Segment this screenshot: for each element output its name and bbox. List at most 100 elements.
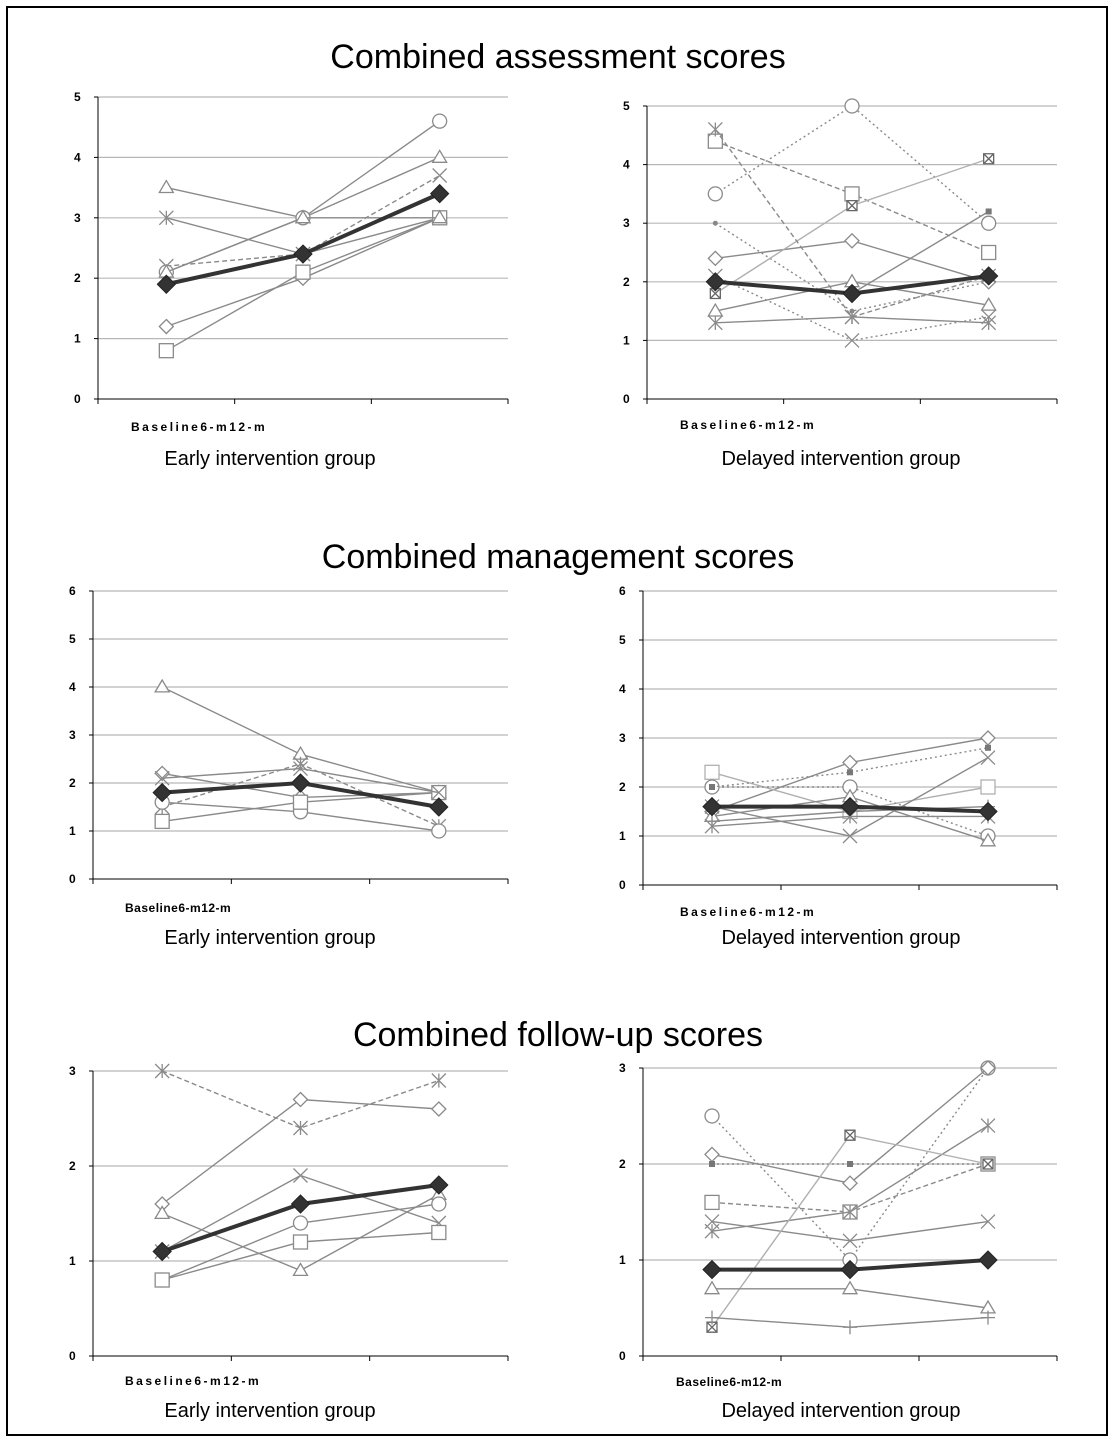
triangle-marker: [841, 1280, 859, 1295]
mean-diamond-marker: [290, 1194, 311, 1214]
y-tick-label: 3: [69, 728, 76, 742]
square-marker: [158, 343, 174, 359]
y-tick-label: 2: [623, 275, 630, 289]
boxed-x-marker: [706, 1321, 718, 1333]
star-marker: [158, 210, 174, 226]
square-marker: [154, 1272, 170, 1288]
boxed-x-marker: [709, 287, 721, 300]
star-marker: [707, 121, 723, 137]
star-marker: [980, 1118, 996, 1134]
mean-diamond-marker: [429, 797, 449, 817]
section-title-assessment: Combined assessment scores: [330, 38, 786, 76]
square-marker: [292, 794, 309, 810]
mean-diamond-marker: [429, 1175, 449, 1195]
square-marker: [704, 764, 720, 780]
small-square-marker: [709, 784, 715, 790]
diamond-marker: [704, 1146, 720, 1163]
y-tick-label: 0: [619, 878, 626, 892]
y-tick-label: 3: [69, 1064, 76, 1078]
mean-diamond-marker: [840, 796, 860, 817]
y-tick-label: 4: [74, 150, 81, 164]
diamond-marker: [844, 232, 860, 249]
triangle-marker: [158, 179, 175, 194]
category-label: Baseline6-m12-m: [676, 1375, 783, 1389]
triangle-marker: [154, 1205, 171, 1220]
cross-marker: [980, 750, 996, 766]
y-tick-label: 4: [619, 682, 626, 696]
triangle-marker: [979, 832, 997, 847]
cross-marker: [981, 309, 997, 325]
y-tick-label: 3: [619, 731, 626, 745]
section-title-management: Combined management scores: [321, 538, 795, 576]
cross-marker: [980, 1214, 996, 1230]
small-square-marker: [709, 1161, 715, 1167]
cross-marker: [431, 785, 447, 801]
mean-diamond-marker: [978, 801, 998, 822]
star-marker: [981, 315, 997, 331]
small-square-marker: [985, 208, 992, 215]
y-tick-label: 5: [619, 633, 626, 647]
cross-marker: [154, 770, 170, 786]
y-tick-label: 5: [623, 99, 630, 113]
y-tick-label: 5: [69, 632, 76, 646]
square-marker: [980, 779, 996, 795]
series-line: [712, 786, 989, 837]
star-marker: [293, 1120, 308, 1136]
mean-diamond-marker: [290, 773, 311, 793]
y-tick-label: 3: [74, 211, 81, 225]
group-label-early: Early intervention group: [164, 927, 376, 949]
y-tick-label: 2: [69, 1159, 76, 1173]
mean-diamond-marker: [978, 266, 999, 286]
triangle-marker: [703, 1280, 721, 1295]
y-tick-label: 2: [619, 780, 626, 794]
y-tick-label: 6: [69, 584, 76, 598]
square-marker: [295, 264, 311, 280]
y-tick-label: 2: [69, 776, 76, 790]
cross-marker: [842, 1233, 858, 1249]
y-tick-label: 2: [619, 1157, 626, 1171]
triangle-marker: [431, 209, 448, 224]
category-label: Baseline6-m12-m: [131, 420, 268, 434]
boxed-x-marker: [983, 153, 995, 165]
triangle-marker: [292, 1262, 309, 1277]
plus-marker: [981, 1310, 995, 1325]
mean-diamond-marker: [978, 1250, 998, 1270]
triangle-marker: [154, 678, 171, 693]
plus-marker: [705, 1310, 719, 1325]
figure-frame: [6, 6, 1108, 1436]
triangle-marker: [980, 296, 997, 311]
y-tick-label: 1: [69, 824, 76, 838]
circle-marker: [431, 823, 447, 839]
square-marker: [431, 1224, 447, 1241]
triangle-marker: [294, 209, 312, 224]
star-marker: [154, 1063, 170, 1079]
mean-diamond-marker: [152, 1241, 172, 1262]
y-tick-label: 2: [74, 271, 81, 285]
diamond-marker: [154, 765, 171, 782]
circle-marker: [431, 1196, 447, 1212]
y-tick-label: 3: [619, 1061, 626, 1075]
mean-diamond-marker: [705, 272, 726, 292]
small-dot-marker: [712, 220, 718, 226]
series-line: [161, 1070, 440, 1129]
y-tick-label: 6: [619, 584, 626, 598]
y-tick-label: 4: [623, 158, 630, 172]
boxed-x-marker: [846, 199, 858, 212]
mean-diamond-marker: [702, 1259, 722, 1280]
group-label-delayed: Delayed intervention group: [721, 448, 961, 470]
circle-marker: [432, 113, 448, 129]
square-marker: [292, 1234, 309, 1250]
group-label-early: Early intervention group: [164, 448, 376, 470]
diamond-marker: [980, 1060, 996, 1076]
diamond-marker: [430, 1101, 447, 1117]
star-marker: [842, 1204, 858, 1220]
section-title-follow-up: Combined follow-up scores: [352, 1016, 764, 1054]
y-tick-label: 0: [619, 1349, 626, 1363]
y-tick-label: 0: [69, 1349, 76, 1363]
y-tick-label: 4: [69, 680, 76, 694]
square-marker: [154, 813, 170, 830]
mean-diamond-marker: [429, 183, 450, 204]
